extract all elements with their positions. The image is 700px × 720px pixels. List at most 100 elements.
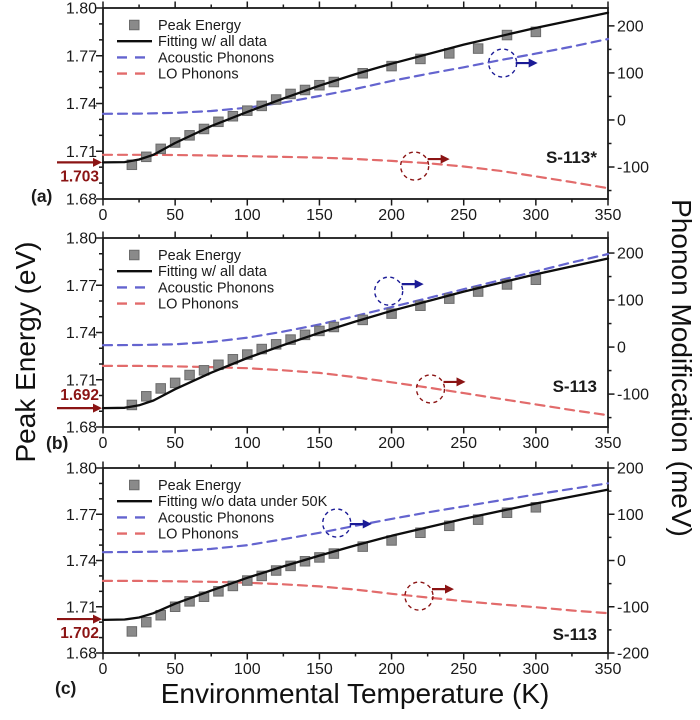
fit-line <box>101 488 610 622</box>
x-tick-label: 200 <box>378 207 405 224</box>
arrow-head <box>528 58 538 68</box>
acoustic-axis-indicator <box>373 276 424 306</box>
x-tick-label: 350 <box>595 661 622 678</box>
data-point <box>299 329 311 341</box>
indicator-circle <box>399 151 430 181</box>
data-point <box>415 300 426 311</box>
x-tick-label: 0 <box>99 435 108 452</box>
arrow-head <box>414 279 424 289</box>
panel-c: 1.80 1.77 1.74 1.71 1.680 50 100 150 200 250 300 35… <box>55 461 649 699</box>
data-point <box>270 339 282 350</box>
x-tick-label: 0 <box>99 207 108 224</box>
legend-label: LO Phonons <box>158 527 239 543</box>
right-tick-label: -100 <box>617 599 649 616</box>
x-tick-label: 100 <box>234 661 261 678</box>
data-point <box>472 286 484 297</box>
legend-label: Peak Energy <box>158 478 242 494</box>
right-tick-label: 100 <box>617 507 644 524</box>
legend-label: Peak Energy <box>158 18 242 34</box>
data-point <box>169 377 181 389</box>
right-tick-label: 0 <box>617 340 626 357</box>
arrow-head <box>93 614 102 624</box>
left-tick-label: 1.74 <box>66 96 97 113</box>
left-tick-label: 1.77 <box>66 278 97 295</box>
left-tick-label: 1.68 <box>66 420 97 437</box>
x-tick-label: 350 <box>595 435 622 452</box>
right-tick-label: -100 <box>617 160 649 177</box>
right-tick-label: 200 <box>617 461 644 478</box>
annotation-b: 1.692 <box>57 387 102 413</box>
arrow-head <box>362 519 372 529</box>
legend-marker-icon <box>129 249 140 261</box>
legend-label: Acoustic Phonons <box>158 50 274 66</box>
x-tick-label: 300 <box>523 207 550 224</box>
annotation-value: 1.703 <box>60 168 99 185</box>
left-tick-label: 1.80 <box>66 231 97 248</box>
left-tick-label: 1.80 <box>66 1 97 18</box>
left-tick-label: 1.74 <box>66 325 97 342</box>
x-tick-label: 250 <box>450 207 477 224</box>
data-point <box>141 391 152 402</box>
x-tick-label: 250 <box>450 661 477 678</box>
x-tick-label: 300 <box>523 435 550 452</box>
lo-phonons-line <box>101 364 610 417</box>
data-point <box>444 520 455 532</box>
tick-labels-b: 1.801.771.741.711.680 50 100 150 200 250 300 35… <box>66 231 649 453</box>
x-tick-label: 50 <box>166 661 184 678</box>
right-tick-label: 200 <box>617 18 644 35</box>
indicator-circle <box>322 508 352 538</box>
data-point <box>415 53 426 65</box>
left-tick-label: 1.68 <box>66 646 97 663</box>
data-point <box>227 580 239 592</box>
data-point <box>501 507 513 518</box>
x-tick-label: 300 <box>523 661 550 678</box>
left-tick-label: 1.77 <box>66 507 97 524</box>
legend-label: Fitting w/ all data <box>158 264 268 280</box>
left-tick-label: 1.71 <box>66 372 97 389</box>
data-point <box>530 274 542 285</box>
tick-labels-c: 1.80 1.77 1.74 1.71 1.680 50 100 150 200 250 300 35… <box>66 461 649 679</box>
left-tick-label: 1.71 <box>66 599 97 616</box>
x-tick-label: 0 <box>99 661 108 678</box>
ticks-a <box>96 1 615 206</box>
arrow-head <box>93 157 102 167</box>
data-point <box>357 541 368 552</box>
right-tick-label: -100 <box>617 387 649 404</box>
left-tick-label: 1.80 <box>66 461 97 478</box>
x-tick-label: 150 <box>306 207 333 224</box>
data-point <box>184 369 195 381</box>
x-tick-label: 350 <box>595 207 622 224</box>
fit-line <box>101 257 610 410</box>
left-tick-label: 1.74 <box>66 553 97 570</box>
x-tick-label: 200 <box>378 435 405 452</box>
x-tick-label: 150 <box>306 661 333 678</box>
x-tick-label: 250 <box>450 435 477 452</box>
data-point <box>155 383 166 394</box>
acoustic-axis-indicator <box>322 508 372 538</box>
sample-label: S-113* <box>546 148 597 167</box>
acoustic-axis-indicator <box>487 48 538 78</box>
data-point <box>141 616 152 628</box>
indicator-circle <box>487 48 518 78</box>
right-axis-title: Phonon Modification (meV) <box>666 199 697 537</box>
data-point <box>213 586 224 597</box>
right-tick-label: 100 <box>617 65 644 82</box>
panel-b: 1.801.771.741.711.680 50 100 150 200 250 300 35… <box>46 231 649 454</box>
x-axis-title: Environmental Temperature (K) <box>160 678 550 709</box>
acoustic-phonons-line <box>101 482 610 554</box>
data-point <box>501 279 513 290</box>
legend-label: Acoustic Phonons <box>158 510 274 526</box>
legend-label: Fitting w/ all data <box>158 34 268 50</box>
left-axis-title: Peak Energy (eV) <box>10 241 41 463</box>
legend-label: LO Phonons <box>158 297 239 313</box>
panel-letter: (c) <box>55 678 76 698</box>
sample-label: S-113 <box>553 625 597 644</box>
arrow-head <box>440 154 450 164</box>
ticks-c <box>96 461 615 660</box>
arrow-head <box>93 403 102 413</box>
arrow-head <box>444 584 454 594</box>
